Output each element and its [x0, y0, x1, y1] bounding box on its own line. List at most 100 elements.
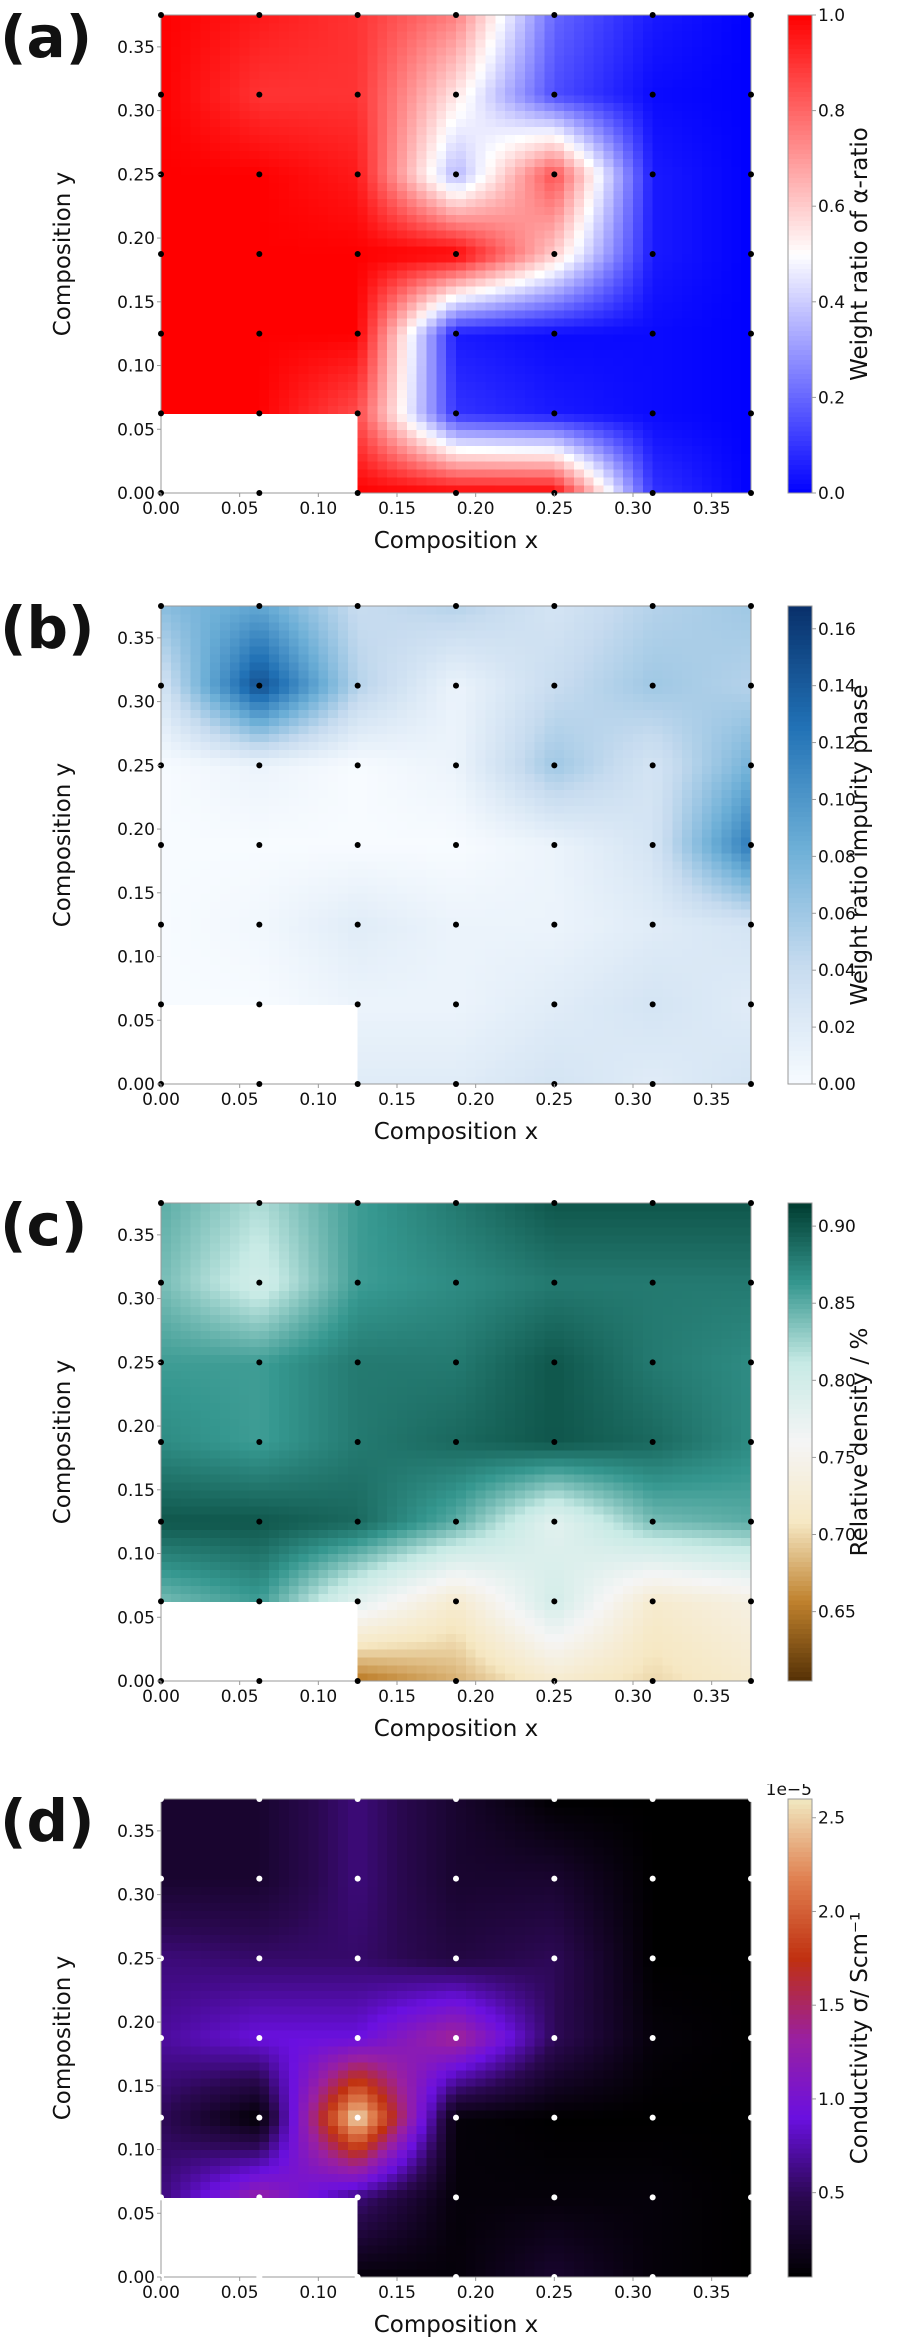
heatmap-cell [485, 397, 496, 406]
heatmap-cell [495, 1076, 506, 1085]
heatmap-cell [161, 222, 172, 231]
heatmap-cell [406, 988, 418, 997]
heatmap-cell [190, 22, 201, 32]
heatmap-cell [574, 94, 585, 104]
heatmap-cell [456, 405, 467, 414]
heatmap-cell [397, 389, 408, 398]
heatmap-cell [377, 246, 388, 255]
heatmap-cell [338, 892, 349, 902]
heatmap-cell [741, 46, 752, 56]
heatmap-cell [682, 1020, 693, 1029]
heatmap-cell [446, 948, 457, 958]
heatmap-cell [318, 150, 329, 159]
heatmap-cell [288, 277, 300, 287]
heatmap-cell [544, 174, 555, 183]
heatmap-cell [633, 988, 644, 997]
heatmap-cell [741, 285, 752, 295]
heatmap-cell [672, 46, 683, 56]
heatmap-cell [416, 182, 428, 191]
heatmap-cell [495, 1012, 506, 1021]
heatmap-cell [328, 868, 339, 878]
heatmap-cell [200, 118, 211, 128]
heatmap-cell [583, 1028, 595, 1037]
heatmap-cell [593, 46, 605, 56]
heatmap-cell [505, 924, 516, 934]
heatmap-cell [682, 182, 693, 191]
heatmap-cell [269, 62, 280, 72]
heatmap-cell [485, 198, 496, 207]
colorbar-label: Weight ratio of α-ratio [847, 127, 873, 381]
heatmap-cell [200, 309, 211, 319]
colorbar-segment [788, 292, 812, 298]
heatmap-cell [377, 453, 388, 462]
heatmap-cell [367, 461, 378, 470]
heatmap-cell [711, 15, 723, 24]
heatmap-cell [416, 166, 428, 175]
heatmap-cell [387, 453, 398, 462]
heatmap-cell [534, 1060, 546, 1069]
heatmap-cell [338, 269, 349, 279]
heatmap-cell [465, 301, 477, 311]
heatmap-cell [436, 118, 447, 128]
heatmap-cell [387, 38, 398, 48]
heatmap-cell [347, 357, 359, 367]
heatmap-cell [524, 373, 536, 383]
heatmap-cell [652, 900, 664, 910]
heatmap-cell [200, 293, 211, 303]
heatmap-cell [397, 261, 408, 271]
heatmap-cell [387, 1052, 398, 1061]
heatmap-cell [593, 956, 605, 966]
heatmap-cell [161, 246, 172, 255]
heatmap-cell [180, 254, 192, 263]
heatmap-cell [377, 238, 388, 247]
heatmap-cell [692, 908, 703, 918]
heatmap-cell [583, 261, 595, 271]
heatmap-cell [465, 1004, 477, 1013]
heatmap-cell [180, 198, 192, 207]
heatmap-cell [731, 325, 742, 335]
heatmap-cell [249, 214, 260, 223]
heatmap-cell [711, 884, 723, 894]
heatmap-cell [544, 1068, 555, 1077]
heatmap-cell [416, 908, 428, 918]
heatmap-cell [298, 405, 310, 414]
heatmap-cell [623, 142, 634, 152]
heatmap-cell [328, 365, 339, 375]
heatmap-cell [731, 916, 742, 926]
heatmap-cell [623, 293, 634, 303]
heatmap-cell [721, 972, 732, 982]
heatmap-cell [170, 900, 182, 910]
heatmap-cell [505, 158, 516, 167]
heatmap-cell [554, 1060, 565, 1069]
heatmap-cell [642, 301, 654, 311]
heatmap-cell [613, 261, 624, 271]
heatmap-cell [377, 1068, 388, 1077]
heatmap-cell [406, 150, 418, 159]
heatmap-cell [456, 309, 467, 319]
heatmap-cell [583, 948, 595, 958]
heatmap-cell [524, 78, 536, 88]
heatmap-cell [426, 174, 437, 183]
heatmap-cell [662, 190, 673, 199]
heatmap-cell [583, 940, 595, 950]
heatmap-cell [682, 30, 693, 40]
heatmap-cell [220, 285, 231, 295]
heatmap-cell [190, 230, 201, 239]
heatmap-cell [239, 365, 251, 375]
heatmap-cell [249, 293, 260, 303]
heatmap-cell [436, 389, 447, 398]
heatmap-cell [367, 54, 378, 64]
heatmap-cell [505, 110, 516, 120]
heatmap-cell [367, 365, 378, 375]
heatmap-cell [456, 1052, 467, 1061]
heatmap-cell [288, 246, 300, 255]
heatmap-cell [367, 397, 378, 406]
heatmap-cell [426, 142, 437, 152]
heatmap-cell [475, 1012, 487, 1021]
heatmap-cell [436, 174, 447, 183]
heatmap-cell [446, 876, 457, 886]
heatmap-cell [603, 972, 614, 982]
heatmap-cell [583, 110, 595, 120]
heatmap-cell [200, 46, 211, 56]
heatmap-cell [239, 868, 251, 878]
